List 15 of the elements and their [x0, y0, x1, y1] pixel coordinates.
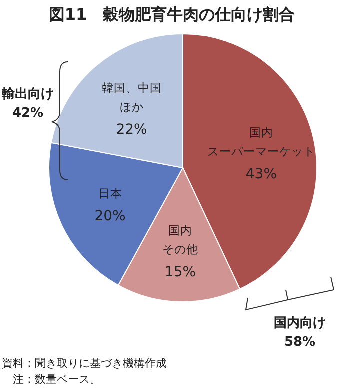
- chart-title: 図11 穀物肥育牛肉の仕向け割合: [48, 5, 296, 24]
- slice-label: 国内その他: [162, 223, 198, 256]
- slice-label: 日本: [98, 186, 122, 201]
- data-label: 20%: [94, 208, 126, 225]
- text: 資料：聞き取りに基づき機構作成: [2, 357, 167, 370]
- text: 42%: [12, 106, 44, 121]
- data-label: 43%: [246, 166, 278, 182]
- data-label: 22%: [116, 122, 148, 138]
- slice-label: 韓国、中国ほか: [102, 81, 162, 114]
- text: 輸出向け: [1, 87, 54, 102]
- text: 注：数量ベース。: [2, 373, 101, 386]
- text: 国内向け: [274, 316, 326, 331]
- slice-label: 国内スーパーマーケット: [207, 125, 316, 158]
- text: 58%: [284, 335, 316, 350]
- data-label: 15%: [164, 264, 196, 280]
